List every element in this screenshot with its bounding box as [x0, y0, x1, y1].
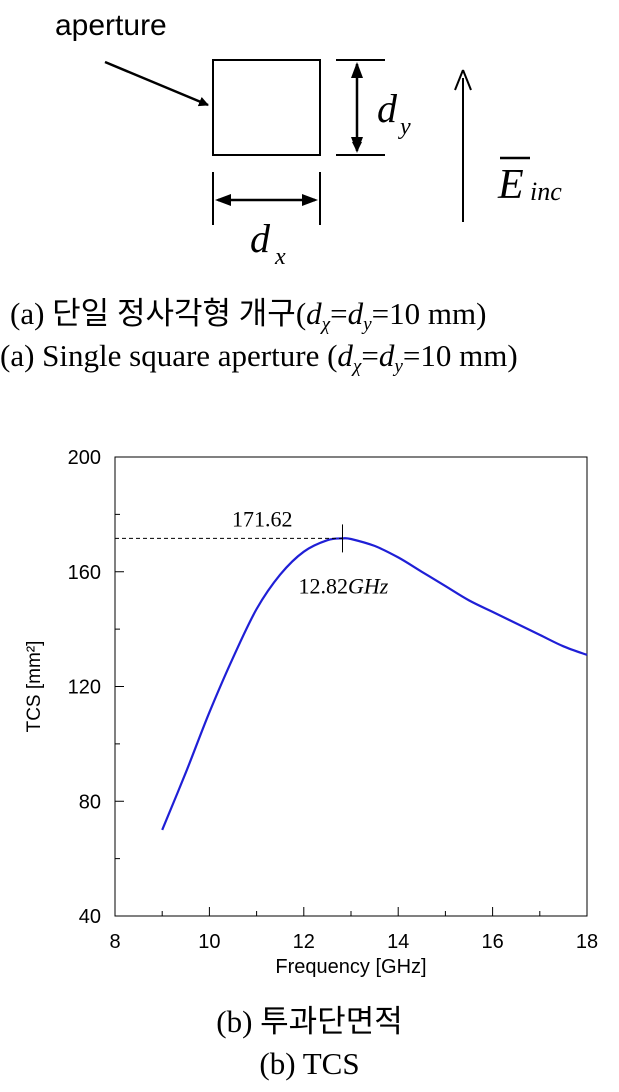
dy-subscript: y	[398, 114, 411, 140]
plot-frame	[114, 456, 588, 917]
y-tick-label: 160	[68, 562, 101, 584]
y-tick-label: 80	[79, 791, 101, 813]
x-tick-label: 12	[293, 931, 315, 953]
x-axis-label: Frequency [GHz]	[275, 956, 426, 978]
aperture-pointer-arrow	[104, 60, 209, 107]
x-tick-label: 14	[387, 931, 409, 953]
aperture-diagram: aperture d y d x E inc	[55, 9, 562, 270]
y-tick-label: 40	[79, 906, 101, 928]
y-tick-label: 120	[68, 677, 101, 699]
tcs-series-line	[161, 537, 588, 831]
peak-value-label: 171.62	[232, 506, 293, 531]
caption-a-english: (a) Single square aperture (dχ=dy=10 mm)	[0, 338, 518, 377]
field-subscript: inc	[530, 177, 562, 206]
peak-frequency-label: 12.82GHz	[299, 573, 389, 598]
y-axis-label: TCS [mm²]	[24, 641, 45, 733]
x-tick-label: 8	[109, 931, 120, 953]
field-label: E	[497, 162, 524, 208]
caption-b-korean: (b) 투과단면적	[216, 1004, 403, 1039]
caption-b-english: (b) TCS	[259, 1046, 360, 1081]
square-aperture	[212, 59, 321, 156]
aperture-label: aperture	[55, 9, 167, 42]
dx-subscript: x	[274, 244, 286, 270]
dx-label: d	[250, 216, 271, 261]
dy-label: d	[377, 86, 398, 131]
x-tick-label: 10	[198, 931, 220, 953]
tcs-chart: 8 10 12 14 16 18 40 80 120 160 200 Frequency [GHz] T…	[24, 447, 598, 978]
caption-a-korean: (a) 단일 정사각형 개구(dχ=dy=10 mm)	[10, 296, 487, 335]
x-tick-label: 18	[576, 931, 598, 953]
x-tick-label: 16	[481, 931, 503, 953]
y-tick-label: 200	[68, 447, 101, 469]
